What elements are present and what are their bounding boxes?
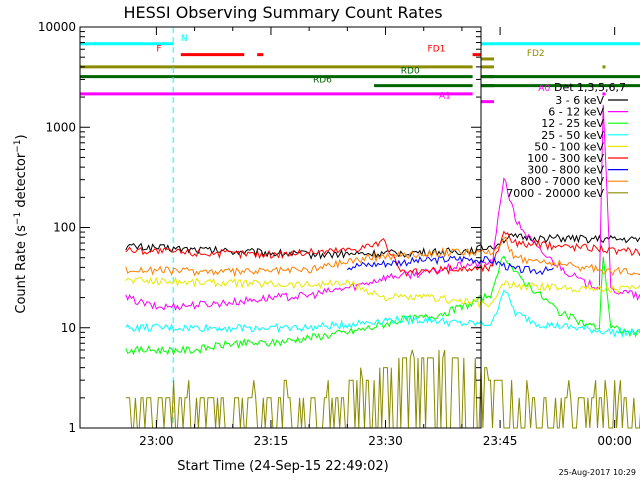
legend-entry-label: 7000 - 20000 keV xyxy=(506,187,604,200)
series-line-8 xyxy=(125,349,640,429)
legend-entry-label: 100 - 300 keV xyxy=(527,152,604,165)
flag-label-fd1: FD1 xyxy=(428,45,446,55)
series-line-4 xyxy=(125,276,640,309)
series-line-7 xyxy=(125,235,640,278)
flag-bars: N F FD1 FD2 RD0 RD6 A0 A1 xyxy=(80,34,640,104)
y-axis: 1 10 100 1000 10000 xyxy=(38,20,481,435)
legend-entry-label: 25 - 50 keV xyxy=(541,129,604,142)
flag-dot xyxy=(602,92,606,96)
y-tick-label: 10000 xyxy=(38,20,76,34)
x-tick-label: 23:15 xyxy=(254,434,289,448)
legend-entry-label: 12 - 25 keV xyxy=(541,117,604,130)
x-tick-label: 23:00 xyxy=(139,434,174,448)
series-line-3 xyxy=(125,289,640,338)
series-lines xyxy=(125,104,640,429)
series-line-5 xyxy=(125,230,640,278)
generated-timestamp: 25-Aug-2017 10:29 xyxy=(559,468,636,477)
flag-label-fd2: FD2 xyxy=(527,49,545,59)
chart-title: HESSI Observing Summary Count Rates xyxy=(123,3,442,22)
plot-frame xyxy=(79,26,482,429)
flag-label-f: F xyxy=(156,45,161,55)
y-tick-label: 1 xyxy=(68,421,76,435)
legend-entry-label: 300 - 800 keV xyxy=(527,164,604,177)
legend-entry-label: 50 - 100 keV xyxy=(534,140,604,153)
x-axis-label: Start Time (24-Sep-15 22:49:02) xyxy=(177,459,388,474)
y-tick-label: 1000 xyxy=(45,120,76,134)
series-line-6 xyxy=(346,255,554,276)
flag-dot xyxy=(602,65,606,69)
flag-label-a1: A1 xyxy=(439,92,451,102)
flag-label-n: N xyxy=(181,34,188,44)
legend-entry-label: 3 - 6 keV xyxy=(555,94,604,107)
x-tick-label: 00:00 xyxy=(597,434,632,448)
y-tick-label: 100 xyxy=(53,221,76,235)
legend-entry-label: 6 - 12 keV xyxy=(548,106,604,119)
legend-entry-label: 800 - 7000 keV xyxy=(520,175,604,188)
flag-label-a0: A0 xyxy=(538,84,550,94)
flag-label-rd6: RD6 xyxy=(313,76,332,86)
x-tick-label: 23:45 xyxy=(483,434,518,448)
legend-title: Det 1,3,5,6,7 xyxy=(554,81,626,94)
y-axis-label: Count Rate (s−1 detector−1) xyxy=(13,134,29,313)
flag-label-rd0: RD0 xyxy=(401,67,420,77)
x-tick-label: 23:30 xyxy=(368,434,403,448)
y-tick-label: 10 xyxy=(61,321,76,335)
